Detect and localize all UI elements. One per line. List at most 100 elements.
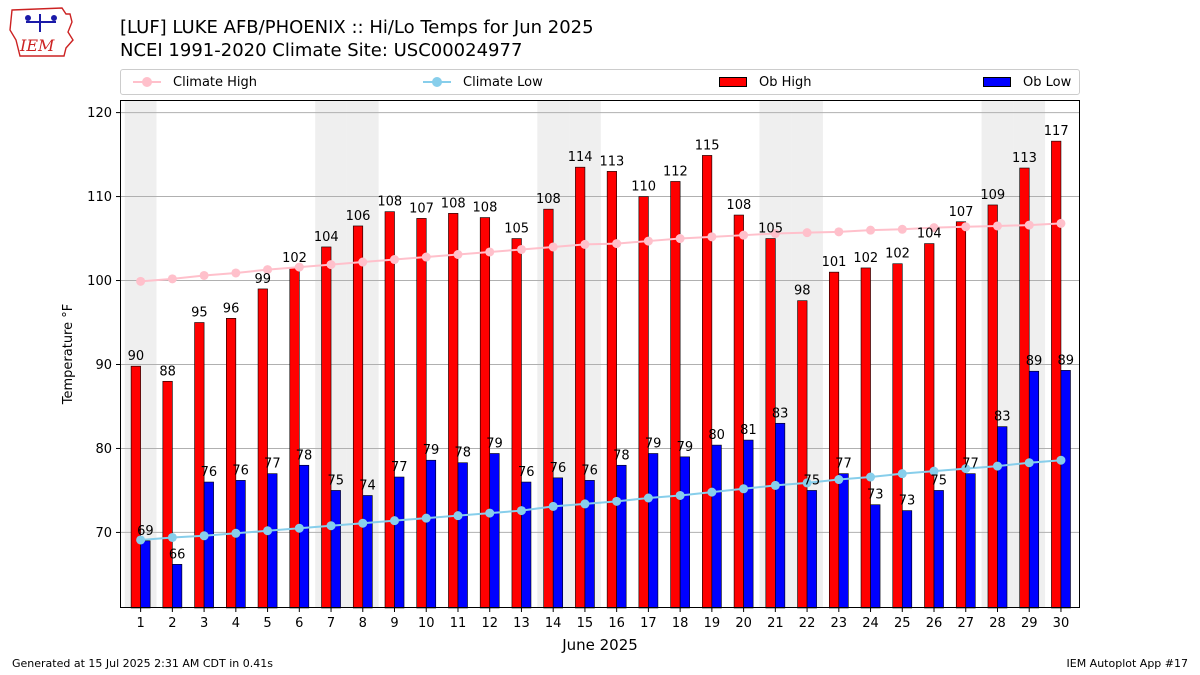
ob-low-bar [616, 464, 627, 609]
ob-low-bar [267, 473, 278, 609]
ob-high-label: 113 [1012, 151, 1037, 166]
x-tick-label: 23 [831, 616, 848, 631]
ob-low-label: 73 [899, 494, 916, 509]
ob-high-bar [638, 196, 649, 609]
climate-low-point [1024, 458, 1034, 468]
ob-low-bar [584, 480, 595, 609]
x-tick-label: 20 [735, 616, 752, 631]
ob-low-label: 83 [994, 410, 1011, 425]
ob-high-label: 106 [346, 209, 371, 224]
y-tick-label: 120 [87, 106, 112, 121]
climate-high-point [675, 234, 685, 244]
y-tick-label: 90 [95, 358, 112, 373]
ob-low-bar [521, 481, 532, 609]
climate-high-point [580, 239, 590, 249]
climate-low-line [140, 459, 1062, 541]
ob-high-label: 104 [917, 227, 942, 242]
ob-low-label: 81 [740, 423, 757, 438]
ob-low-bar [457, 462, 468, 609]
grid-lines [120, 112, 1080, 533]
y-tick-label: 80 [95, 442, 112, 457]
climate-high-point [390, 255, 400, 265]
climate-low-point [516, 506, 526, 516]
ob-low-label: 78 [454, 446, 471, 461]
legend-item-climate-high: Climate High [131, 74, 257, 90]
x-tick-label: 11 [450, 616, 467, 631]
ob-high-label: 101 [822, 255, 847, 270]
ob-low-label: 78 [613, 448, 630, 463]
x-tick-label: 14 [545, 616, 562, 631]
climate-low-point [199, 531, 209, 541]
climate-high-point [358, 257, 368, 267]
climate-high-point [1056, 218, 1066, 228]
ob-low-bar [425, 459, 437, 609]
climate-high-point [834, 227, 844, 237]
legend-label: Ob Low [1023, 74, 1072, 90]
ob-low-bar [394, 476, 405, 609]
climate-low-point [739, 484, 749, 494]
ob-high-bar [1051, 140, 1062, 609]
legend-line-icon [131, 74, 163, 90]
x-tick-label: 10 [418, 616, 435, 631]
ob-low-label: 66 [169, 547, 186, 562]
x-tick-label: 19 [704, 616, 721, 631]
ob-low-label: 76 [232, 463, 249, 478]
ob-high-label: 108 [441, 196, 466, 211]
ob-low-bar [235, 480, 246, 609]
climate-high-point [866, 225, 876, 235]
ob-high-bar [384, 211, 395, 609]
climate-high-point [326, 260, 336, 270]
ob-low-label: 73 [867, 488, 884, 503]
climate-low-point [643, 493, 653, 503]
ob-high-bar [670, 181, 681, 609]
ob-high-bar [606, 171, 617, 609]
climate-low-point [675, 490, 685, 500]
x-tick-label: 5 [263, 616, 271, 631]
x-tick-label: 30 [1053, 616, 1070, 631]
ob-low-bar [1060, 370, 1071, 609]
ob-low-label: 83 [772, 406, 789, 421]
climate-high-point [897, 224, 907, 234]
legend-label: Climate High [173, 74, 258, 90]
ob-high-label: 102 [282, 251, 307, 266]
ob-low-label: 75 [804, 473, 821, 488]
ob-high-label: 96 [223, 301, 240, 316]
climate-high-point [453, 249, 463, 259]
ob-low-label: 74 [359, 478, 376, 493]
ob-low-label: 79 [486, 437, 503, 452]
ob-low-label: 75 [931, 473, 948, 488]
x-tick-label: 13 [513, 616, 530, 631]
climate-high-point [929, 223, 939, 233]
legend-label: Climate Low [463, 74, 543, 90]
x-tick-label: 15 [577, 616, 594, 631]
ob-high-bar [321, 246, 332, 609]
climate-low-point [897, 469, 907, 479]
climate-low-point [358, 518, 368, 528]
x-axis: 1 2 3 4 5 6 7 8 9 10 11 12 13 14 15 16 17 18 19 20 21 22 23 24 2… [136, 608, 1069, 631]
ob-low-label: 77 [835, 457, 852, 472]
ob-low-bar [901, 510, 913, 609]
ob-low-bar [806, 490, 817, 609]
climate-high-point [167, 274, 177, 284]
footer-generated-text: Generated at 15 Jul 2025 2:31 AM CDT in … [12, 657, 273, 670]
ob-high-bar [860, 267, 871, 609]
climate-low-point [548, 501, 558, 511]
climate-high-point [1024, 220, 1034, 230]
ob-low-bar [997, 426, 1008, 609]
ob-high-label: 95 [191, 306, 208, 321]
ob-low-label: 76 [581, 463, 598, 478]
legend: Climate High Climate Low Ob High Ob Low [120, 69, 1080, 95]
ob-high-bar [828, 271, 840, 609]
ob-low-bar [679, 456, 690, 609]
ob-high-label: 105 [504, 222, 529, 237]
climate-low-point [612, 496, 622, 506]
x-tick-label: 22 [799, 616, 816, 631]
climate-high-point [485, 247, 495, 257]
ob-low-bar [1028, 370, 1040, 609]
climate-high-point [516, 244, 526, 254]
x-tick-label: 27 [957, 616, 974, 631]
ob-low-bar [933, 490, 944, 609]
ob-low-bar [299, 464, 310, 609]
climate-high-point [136, 276, 146, 286]
ob-low-label: 89 [1026, 354, 1043, 369]
